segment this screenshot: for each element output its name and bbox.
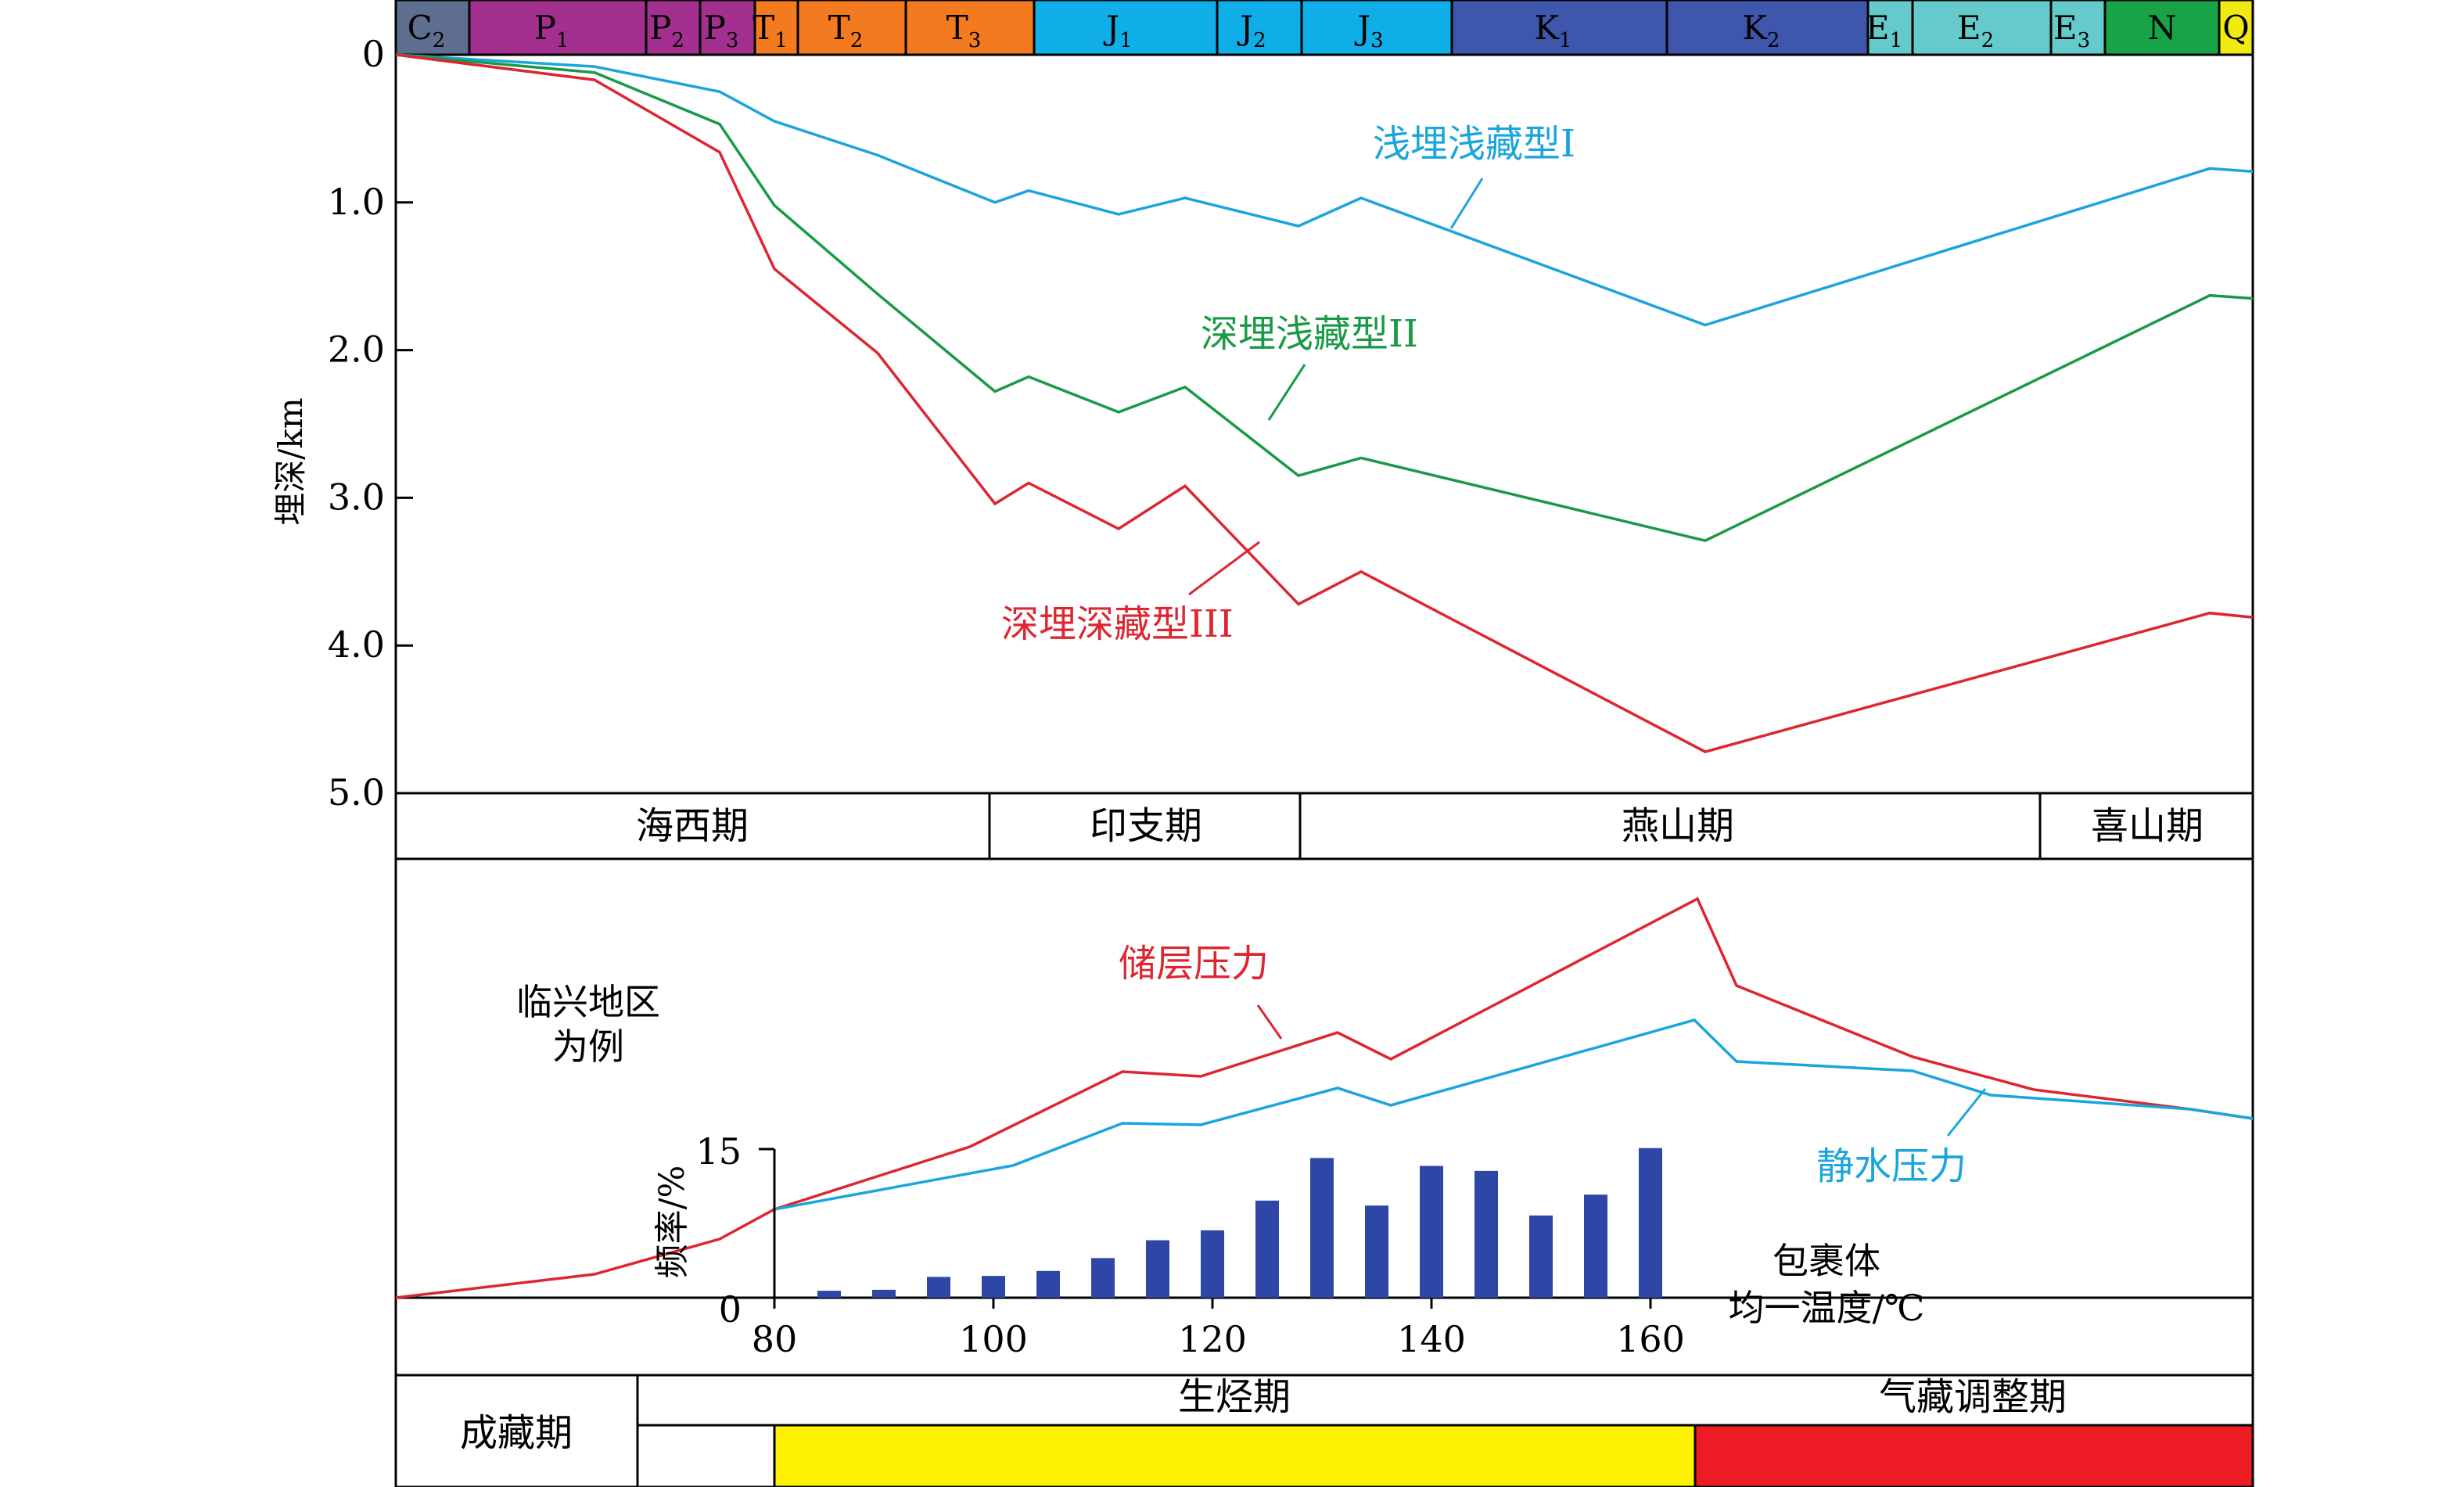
burial-plot-frame [394, 53, 2254, 795]
strat-label-n: N [2148, 9, 2177, 47]
strat-cell-k2 [1665, 0, 1870, 56]
period-himalayan: 喜山期 [2091, 804, 2204, 848]
histogram-bar [982, 1276, 1005, 1298]
burial-history-panel: 0 1.0 2.0 3.0 4.0 5.0 埋深/km 浅埋浅藏型I 深埋浅藏型II 深埋… [271, 33, 2254, 814]
depth-tick-label: 1.0 [328, 181, 385, 223]
frequency-tick-top: 15 [695, 1130, 742, 1173]
temperature-axis-label-line2: 均一温度/℃ [1729, 1287, 1925, 1329]
hydrocarbon-generation-bar [773, 1424, 1697, 1487]
series-2-label: 深埋浅藏型II [1201, 312, 1418, 356]
temperature-axis-label-line1: 包裹体 [1773, 1240, 1880, 1282]
strat-cell-e2 [1911, 0, 2053, 56]
reservoir-pressure-leader [1256, 1004, 1283, 1040]
strat-label-q: Q [2222, 9, 2249, 47]
stage-row-label: 成藏期 [460, 1411, 573, 1455]
histogram-bar [1584, 1194, 1607, 1298]
strat-cell-t1 [753, 0, 799, 56]
histogram-bars [817, 1148, 1662, 1298]
burial-curve-3 [395, 53, 2254, 753]
region-annotation-line2: 为例 [552, 1025, 624, 1068]
accumulation-stage-table: 成藏期 生烃期 气藏调整期 [394, 1374, 2254, 1487]
histogram-bar [817, 1291, 841, 1298]
frequency-tick-zero: 0 [719, 1288, 742, 1331]
histogram-bar [1365, 1205, 1388, 1298]
depth-tick-label: 0 [362, 33, 385, 75]
burial-curves [395, 53, 2254, 753]
histogram-bar [1036, 1270, 1060, 1298]
stratigraphic-column: C2 P1 P2 P3 T1 T2 T3 J1 J2 J3 K1 K2 E1 E2 E3 N Q [394, 0, 2254, 56]
temperature-tick-label: 80 [752, 1318, 798, 1360]
pressure-panel: 临兴地区 为例 储层压力 静水压力 15 0 频率/% 80 100 120 140 1… [394, 857, 2254, 1377]
reservoir-pressure-line [395, 896, 2254, 1299]
histogram-bar [1255, 1200, 1279, 1298]
histogram-bar [1529, 1215, 1553, 1298]
homogenization-histogram: 15 0 频率/% 80 100 120 140 160 包裹体 均一温度/℃ [652, 1130, 1924, 1360]
depth-tick-label: 4.0 [328, 623, 385, 666]
histogram-bar [1146, 1240, 1169, 1298]
temperature-tick-label: 160 [1616, 1318, 1685, 1360]
hydrostatic-pressure-line [774, 1018, 2254, 1211]
hydrostatic-pressure-leader [1946, 1088, 1987, 1137]
region-annotation-line1: 临兴地区 [516, 981, 660, 1023]
temperature-axis: 80 100 120 140 160 [752, 1298, 1685, 1360]
hydrostatic-pressure-label: 静水压力 [1816, 1144, 1967, 1188]
series-2-leader [1267, 364, 1306, 421]
strat-cell-j2 [1216, 0, 1303, 56]
period-yanshanian: 燕山期 [1622, 804, 1734, 848]
depth-tick-label: 2.0 [328, 329, 385, 371]
temperature-tick-label: 100 [959, 1318, 1028, 1360]
period-indosinian: 印支期 [1090, 804, 1202, 848]
series-1-leader [1449, 178, 1484, 229]
depth-tick-label: 3.0 [328, 476, 385, 518]
temperature-tick-label: 140 [1397, 1318, 1466, 1360]
tectonic-period-row: 海西期 印支期 燕山期 喜山期 [394, 792, 2254, 860]
histogram-bar [1474, 1170, 1498, 1298]
histogram-bar [1310, 1158, 1334, 1298]
series-3-leader [1188, 541, 1260, 596]
gas-adjustment-bar [1694, 1424, 2254, 1487]
temperature-tick-label: 120 [1178, 1318, 1247, 1360]
series-1-label: 浅埋浅藏型I [1373, 122, 1575, 166]
histogram-bar [1091, 1258, 1115, 1298]
depth-tick-label: 5.0 [328, 771, 385, 814]
depth-axis: 0 1.0 2.0 3.0 4.0 5.0 [328, 33, 413, 814]
depth-axis-label: 埋深/km [271, 397, 310, 525]
period-hercynian: 海西期 [636, 804, 749, 848]
histogram-bar [1201, 1230, 1224, 1298]
histogram-bar [872, 1289, 896, 1298]
burial-curve-1 [395, 53, 2254, 327]
series-3-label: 深埋深藏型III [1001, 602, 1234, 646]
stage-generation-label: 生烃期 [1178, 1375, 1291, 1419]
reservoir-pressure-label: 储层压力 [1119, 942, 1269, 986]
burial-curve-2 [395, 53, 2254, 543]
histogram-bar [927, 1277, 950, 1298]
histogram-bar [1420, 1166, 1443, 1298]
histogram-bar [1639, 1148, 1662, 1298]
strat-label-e1: E1 [1866, 9, 1902, 52]
stage-adjustment-label: 气藏调整期 [1879, 1375, 2067, 1419]
frequency-axis-label: 频率/% [652, 1166, 692, 1279]
strat-cell-j3 [1300, 0, 1453, 56]
strat-cell-c2 [394, 0, 471, 56]
